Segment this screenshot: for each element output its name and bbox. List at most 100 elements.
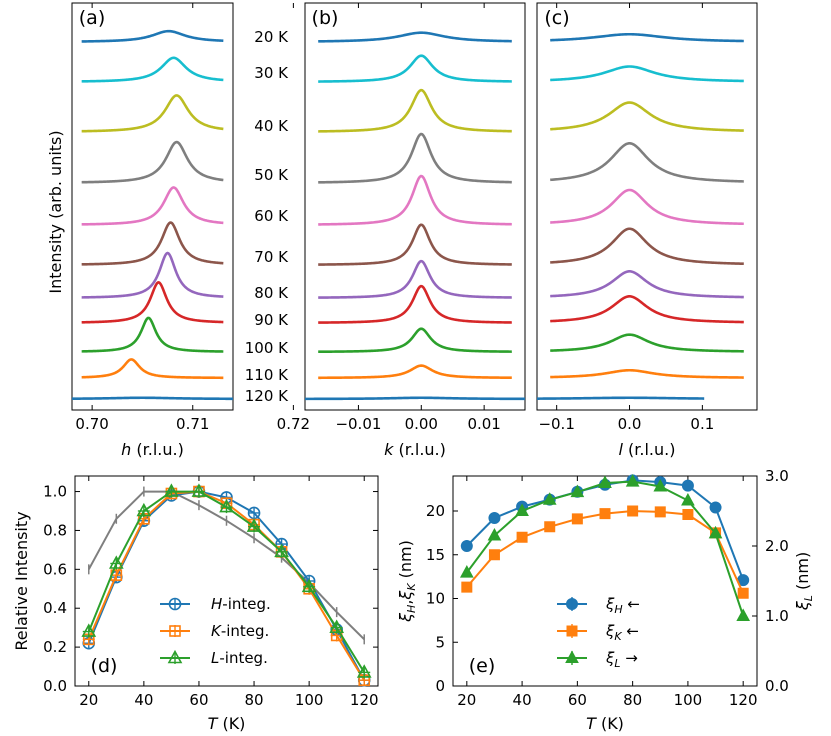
curve-30 K (81, 56, 224, 83)
panel-label: (e) (469, 655, 496, 677)
x-axis-label: l (r.l.u.) (619, 440, 676, 459)
y-tick-label: 5 (435, 633, 445, 651)
curve-50 K (81, 140, 224, 184)
y-axis-label: Relative Intensity (12, 511, 31, 650)
curve-undefined (318, 259, 512, 299)
curve-undefined (550, 65, 744, 83)
temperature-label: 100 K (245, 339, 289, 357)
curve-undefined (318, 88, 512, 133)
plot-frame (71, 2, 234, 411)
temperature-label: 60 K (254, 207, 289, 225)
curve-undefined (550, 142, 744, 183)
data-point (737, 587, 749, 599)
x-axis-label: T (K) (586, 714, 624, 733)
curve-80 K (81, 251, 224, 299)
x-tick-label: 80 (244, 691, 263, 709)
legend-label: ξK ← (605, 622, 639, 643)
curve-undefined (318, 132, 512, 184)
curve-20 K (81, 29, 224, 43)
temperature-label: 30 K (254, 64, 289, 82)
data-point (516, 531, 528, 543)
legend-label: ξH ← (605, 595, 640, 616)
curve-undefined (318, 327, 512, 354)
panel-label: (b) (312, 7, 339, 29)
plot-frame (536, 2, 758, 411)
data-point (625, 474, 640, 487)
x-axis-label: T (K) (208, 714, 246, 733)
panel-a: 0.70 0.71 0.72 (a) h (r.l.u.) (71, 2, 310, 459)
x-tick-label: 0.01 (467, 415, 500, 433)
data-point (544, 521, 556, 533)
x-tick-label: 20 (457, 691, 476, 709)
y-tick-label: 1.0 (43, 483, 67, 501)
curve-undefined (536, 396, 705, 400)
curve-40 K (81, 94, 224, 133)
temperature-labels: 20 K 30 K 40 K 50 K 60 K 70 K 80 K 90 K 100 K 110… (245, 28, 289, 405)
x-tick-label: 40 (513, 691, 532, 709)
panel-label: (a) (79, 7, 105, 29)
x-tick-label: 80 (623, 691, 642, 709)
data-point (460, 540, 473, 552)
panel-c: −0.1 0.0 0.1 (c) l (r.l.u.) (536, 2, 758, 459)
y-tick-label: 0.4 (43, 599, 67, 617)
data-point (708, 525, 723, 539)
curve-undefined (550, 188, 744, 226)
temperature-label: 40 K (254, 117, 289, 135)
x-tick-label: 60 (189, 691, 208, 709)
data-point (599, 508, 611, 520)
x-tick-label: 20 (79, 691, 98, 709)
curve-90 K (81, 281, 224, 324)
curve-undefined (550, 101, 744, 132)
data-point (571, 513, 583, 525)
panel-b: −0.01 0.00 0.01 (b) k (r.l.u.) (304, 2, 526, 459)
data-point (488, 549, 500, 561)
x-tick-label: 0.70 (75, 415, 108, 433)
curve-undefined (550, 333, 744, 353)
curve-100 K (81, 316, 224, 353)
x-tick-label: 60 (568, 691, 587, 709)
data-point (598, 475, 612, 488)
panel-label: (c) (544, 7, 569, 29)
curve-undefined (550, 32, 744, 43)
x-tick-label: 0.71 (176, 415, 209, 433)
panel-e: 20 40 60 80 100 120 0 5 10 15 20 0.0 1.0 2.0 3.0 ξH ← ξK… (396, 467, 815, 733)
reference-line (87, 490, 365, 641)
panel-d: 20 40 60 80 100 120 0.0 0.2 0.4 0.6 0.8 1.0 H-integ.… (12, 475, 379, 733)
curve-undefined (550, 295, 744, 324)
y-tick-label: 20 (426, 502, 445, 520)
x-tick-label: −0.01 (335, 415, 381, 433)
plot-frame (304, 2, 526, 411)
ylabel-intensity: Intensity (arb. units) (46, 130, 65, 293)
x-tick-label: 100 (674, 691, 703, 709)
x-tick-label: 0.0 (618, 415, 642, 433)
x-tick-label: 0.72 (277, 415, 310, 433)
curve-undefined (305, 396, 526, 401)
y-tick-label: 0.2 (43, 638, 67, 656)
data-point (515, 503, 529, 516)
data-point (682, 509, 694, 520)
curve-undefined (550, 368, 744, 379)
y-tick-label: 10 (426, 590, 445, 608)
panel-label: (d) (91, 655, 118, 677)
curve-120 K (72, 396, 234, 401)
data-point (570, 484, 585, 498)
y-tick-label: 15 (426, 546, 445, 564)
temperature-label: 70 K (254, 248, 289, 266)
legend-label: K-integ. (211, 622, 269, 640)
y2-tick-label: 3.0 (765, 467, 789, 485)
curve-60 K (81, 186, 224, 226)
data-point (654, 506, 666, 518)
series-line-L (465, 480, 745, 617)
curve-110 K (81, 358, 224, 380)
curve-70 K (81, 221, 224, 266)
temperature-label: 90 K (254, 311, 289, 329)
x-tick-label: −0.1 (538, 415, 574, 433)
curve-undefined (318, 31, 512, 43)
temperature-label: 50 K (254, 166, 289, 184)
y-axis-label-left: ξH,ξK (nm) (396, 540, 418, 623)
x-tick-label: 0.1 (690, 415, 714, 433)
y-tick-label: 0.0 (43, 677, 67, 695)
data-point (627, 505, 639, 517)
legend-label: L-integ. (211, 649, 268, 667)
y2-tick-label: 1.0 (765, 607, 789, 625)
